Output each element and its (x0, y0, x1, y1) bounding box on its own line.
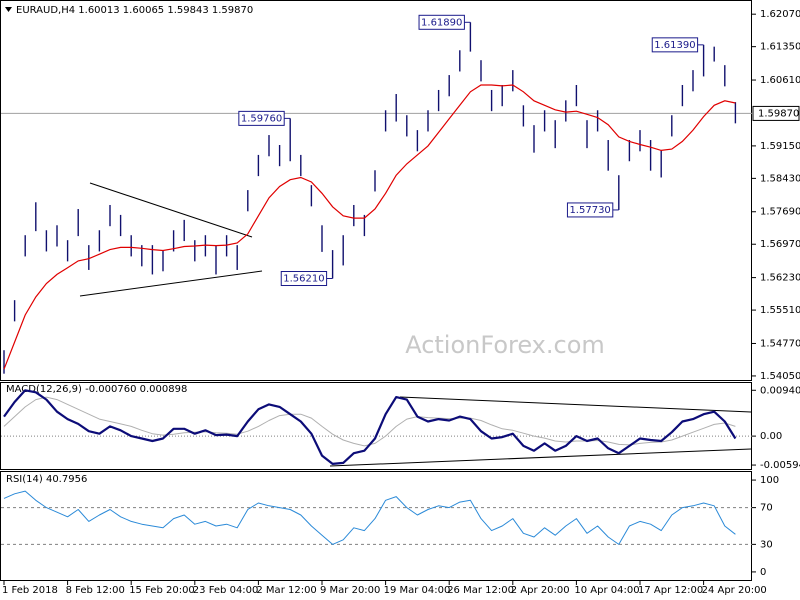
price-annotation: 1.61390 (651, 37, 704, 53)
trendline (399, 396, 752, 413)
annotation-label: 1.56210 (283, 274, 324, 285)
last-price-box (752, 105, 800, 121)
annotation-label: 1.59760 (241, 113, 282, 124)
price-annotation: 1.56210 (280, 271, 333, 287)
rsi-panel (0, 471, 752, 581)
x-tick-label: 2 Apr 20:00 (511, 585, 570, 596)
indicator-line (3, 396, 736, 447)
panel-title: RSI(14) 40.7956 (6, 474, 87, 485)
y-tick-label: 1.57690 (760, 207, 800, 218)
x-tick-label: 15 Feb 20:00 (129, 585, 195, 596)
trendline (89, 182, 253, 238)
indicator-line (3, 490, 736, 545)
watermark: ActionForex.com (405, 331, 605, 359)
menu-icon (5, 7, 12, 12)
y-tick-label: 1.54770 (760, 338, 800, 349)
y-tick-label: 1.58430 (760, 173, 800, 184)
y-tick-label: 1.56970 (760, 239, 800, 250)
y-tick-label: 0 (760, 567, 766, 578)
x-tick-label: 17 Apr 12:00 (638, 585, 703, 596)
y-tick-label: 100 (760, 475, 779, 486)
annotation-label: 1.57730 (569, 205, 610, 216)
y-tick-label: 30 (760, 539, 773, 550)
x-tick-label: 8 Feb 12:00 (66, 585, 125, 596)
x-tick-label: 26 Mar 12:00 (447, 585, 514, 596)
y-tick-label: -0.00594 (760, 460, 800, 471)
x-tick-label: 1 Feb 2018 (2, 585, 58, 596)
annotation-label: 1.61890 (421, 17, 462, 28)
price-annotation: 1.61890 (418, 14, 471, 30)
panel-title: EURAUD,H4 1.60013 1.60065 1.59843 1.5987… (16, 5, 253, 16)
y-tick-label: 1.62070 (760, 9, 800, 20)
moving-average (3, 84, 736, 370)
x-tick-label: 9 Mar 20:00 (320, 585, 380, 596)
x-tick-label: 10 Apr 04:00 (574, 585, 639, 596)
y-tick-label: 1.59150 (760, 141, 800, 152)
indicator-line (3, 389, 737, 465)
y-tick-label: 1.54050 (760, 371, 800, 382)
y-tick-label: 1.55510 (760, 305, 800, 316)
trendline (329, 448, 752, 467)
y-tick-label: 70 (760, 503, 773, 514)
x-tick-label: 2 Mar 12:00 (256, 585, 316, 596)
y-tick-label: 1.61350 (760, 42, 800, 53)
last-price-label: 1.59870 (758, 108, 799, 119)
annotation-label: 1.61390 (654, 40, 695, 51)
x-tick-label: 24 Apr 20:00 (702, 585, 767, 596)
y-tick-label: 0.009407 (760, 385, 800, 396)
y-tick-label: 1.56230 (760, 273, 800, 284)
price-annotation: 1.57730 (566, 202, 619, 218)
y-tick-label: 0.00 (760, 431, 782, 442)
y-tick-label: 1.60610 (760, 75, 800, 86)
panel-title: MACD(12,26,9) -0.000760 0.000898 (6, 384, 187, 395)
trendline (79, 270, 263, 297)
x-tick-label: 19 Mar 04:00 (384, 585, 451, 596)
macd-panel (0, 382, 752, 470)
price-panel (0, 0, 752, 381)
x-tick-label: 23 Feb 04:00 (193, 585, 259, 596)
price-annotation: 1.59760 (238, 110, 291, 126)
